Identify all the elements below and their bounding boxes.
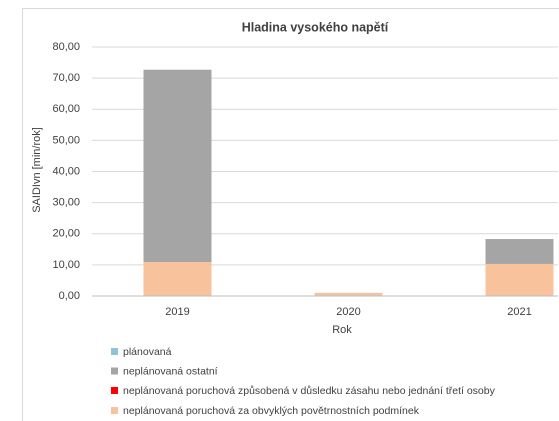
y-tick-label: 80,00: [52, 41, 80, 53]
x-axis-label: Rok: [332, 324, 352, 336]
y-tick-label: 60,00: [52, 103, 80, 115]
legend-label: plánovaná: [123, 346, 172, 358]
bar-segment: [143, 262, 212, 296]
x-tick-label: 2021: [507, 306, 531, 318]
legend-swatch: [111, 387, 118, 394]
legend-swatch: [111, 348, 118, 355]
y-tick-label: 20,00: [52, 228, 80, 240]
chart-border: [22, 8, 559, 421]
y-tick-label: 10,00: [52, 259, 80, 271]
legend-label: neplánovaná poruchová za obvyklých povět…: [123, 405, 420, 417]
y-tick-label: 30,00: [52, 197, 80, 209]
y-tick-label: 0,00: [59, 290, 80, 302]
chart-title: Hladina vysokého napětí: [242, 20, 389, 34]
x-tick-label: 2020: [336, 306, 360, 318]
x-tick-label: 2019: [165, 306, 189, 318]
bar-segment: [314, 293, 383, 296]
bar-segment: [485, 239, 554, 264]
legend-label: neplánovaná poruchová způsobená v důsled…: [123, 385, 496, 397]
y-axis-label: SAIDIvn [min/rok]: [31, 127, 43, 213]
bar-segment: [143, 69, 212, 263]
bar-segment: [485, 263, 554, 296]
y-tick-label: 70,00: [52, 72, 80, 84]
y-tick-label: 50,00: [52, 134, 80, 146]
legend-swatch: [111, 367, 118, 375]
y-tick-label: 40,00: [52, 165, 80, 177]
legend-label: neplánovaná ostatní: [123, 365, 218, 377]
legend-swatch: [111, 407, 118, 414]
